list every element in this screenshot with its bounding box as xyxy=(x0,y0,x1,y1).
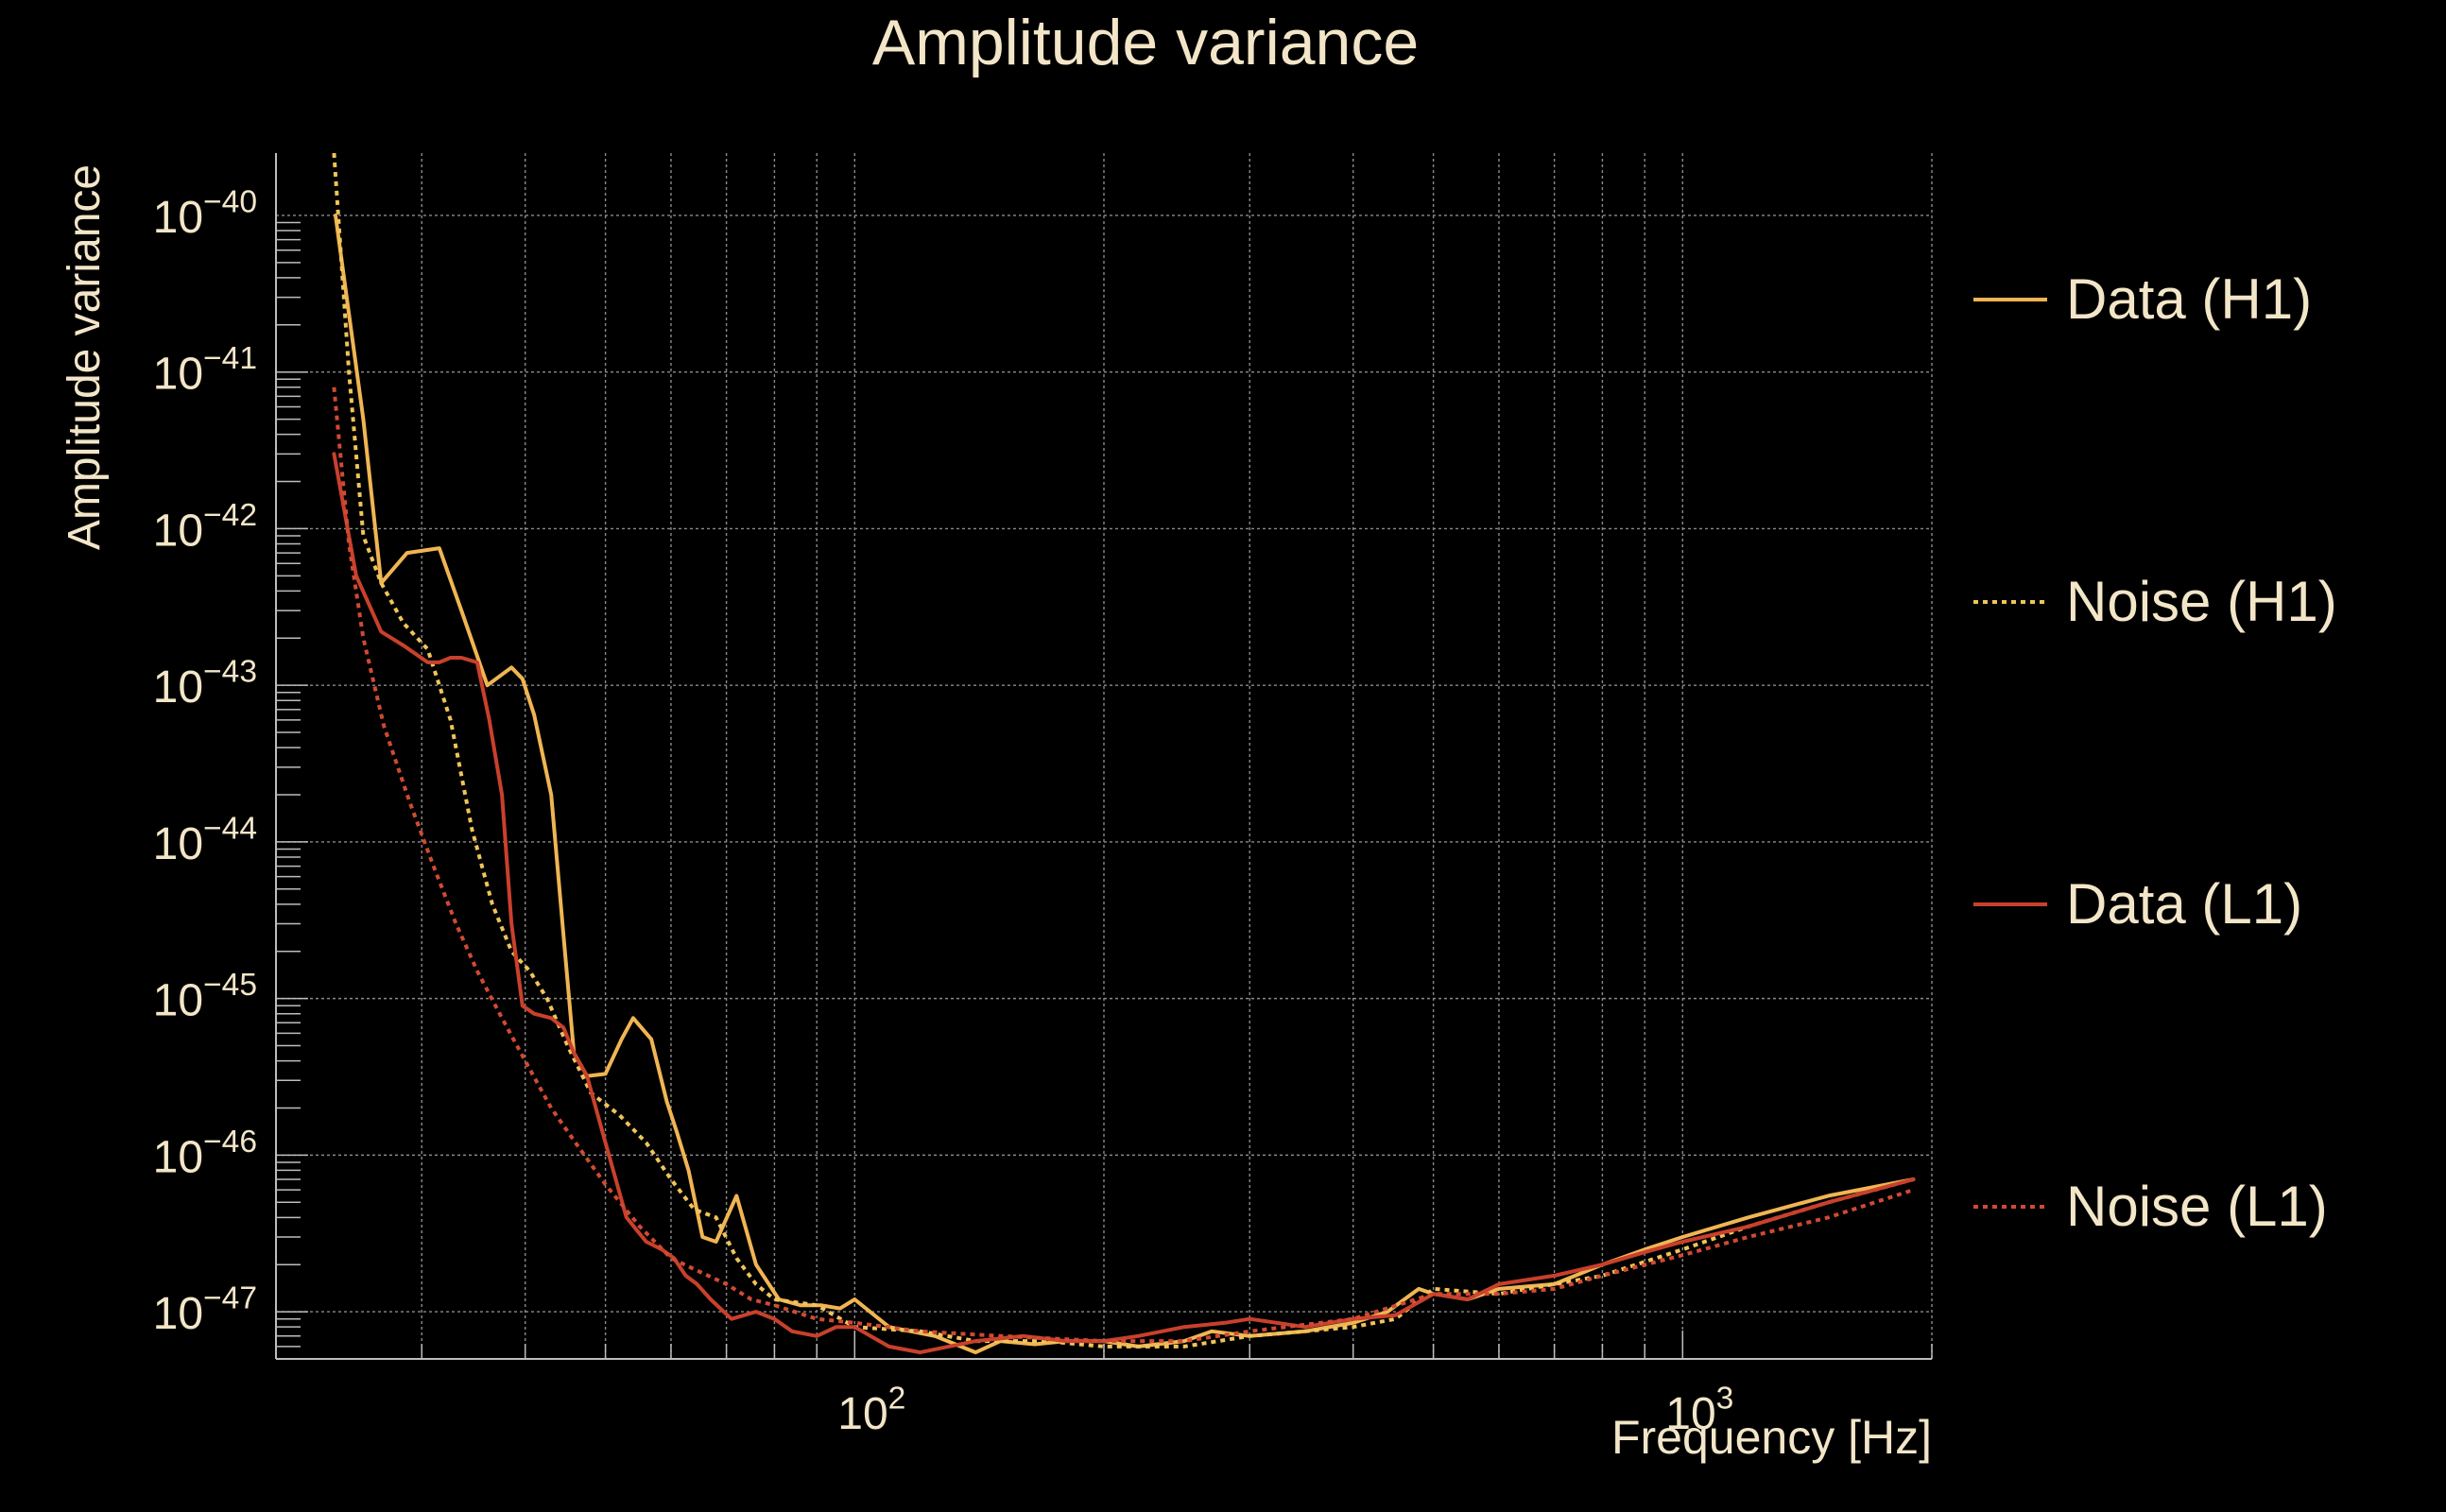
series-line-data-l1 xyxy=(332,452,1916,1355)
y-tick-label: 10−44 xyxy=(153,811,257,869)
legend-label-data-l1: Data (L1) xyxy=(2066,872,2302,936)
legend-label-data-h1: Data (H1) xyxy=(2066,267,2312,331)
legend-label-noise-l1: Noise (L1) xyxy=(2066,1175,2328,1238)
series-lines xyxy=(332,152,1916,1355)
grid-lines xyxy=(275,153,1933,1359)
minor-ticks xyxy=(275,221,1933,1360)
legend-label-noise-h1: Noise (H1) xyxy=(2066,570,2337,633)
x-tick-label: 103 xyxy=(1665,1381,1733,1439)
y-tick-label: 10−43 xyxy=(153,655,257,713)
x-tick-label: 102 xyxy=(837,1381,905,1439)
x-tick-labels: 102 103 xyxy=(837,1381,1733,1439)
y-tick-label: 10−41 xyxy=(153,341,257,400)
y-tick-label: 10−46 xyxy=(153,1125,257,1183)
y-axis-label: Amplitude variance xyxy=(60,164,110,550)
y-tick-label: 10−40 xyxy=(153,184,257,243)
chart-title: Amplitude variance xyxy=(872,7,1419,78)
x-axis-label: Frequency [Hz] xyxy=(1611,1411,1932,1464)
y-tick-labels: 10−40 10−41 10−42 10−43 10−44 10−45 10−46 10−47 xyxy=(153,184,257,1339)
series-line-noise-l1 xyxy=(332,387,1915,1344)
y-tick-label: 10−45 xyxy=(153,968,257,1026)
y-tick-label: 10−42 xyxy=(153,498,257,557)
y-tick-label: 10−47 xyxy=(153,1281,257,1340)
legend: Data (H1) Noise (H1) Data (L1) Noise (L1) xyxy=(1973,267,2337,1238)
series-line-noise-h1 xyxy=(332,152,1915,1349)
